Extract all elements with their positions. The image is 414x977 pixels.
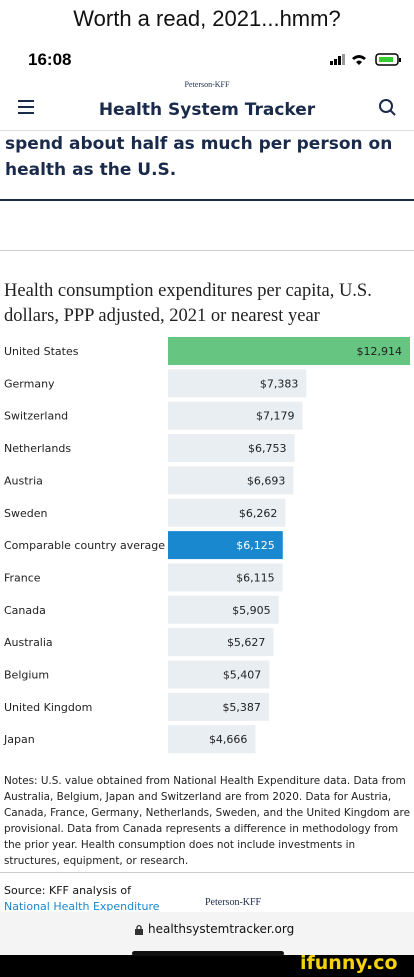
category-label: Netherlands xyxy=(4,442,71,455)
divider xyxy=(0,872,414,873)
source-link[interactable]: National Health Expenditure xyxy=(4,900,160,911)
bar xyxy=(168,466,294,495)
url[interactable]: healthsystemtracker.org xyxy=(148,922,295,936)
value-label: $6,753 xyxy=(248,442,287,455)
bar xyxy=(168,498,286,527)
divider xyxy=(0,130,414,131)
category-label: France xyxy=(4,571,41,584)
status-time: 16:08 xyxy=(28,50,72,69)
value-label: $4,666 xyxy=(209,733,248,746)
value-label: $7,383 xyxy=(260,377,299,390)
chart-title: Health consumption expenditures per capi… xyxy=(4,281,372,326)
source-label: Source: KFF analysis of xyxy=(4,884,131,897)
bar xyxy=(168,337,410,365)
chart: United States $12,914 Germany $7,383 Switzer… xyxy=(3,337,410,754)
value-label: $6,125 xyxy=(236,539,275,552)
menu-button[interactable] xyxy=(18,98,38,116)
value-label: $6,693 xyxy=(247,474,286,487)
home-indicator xyxy=(132,951,284,956)
site-title[interactable]: Health System Tracker xyxy=(98,100,316,120)
value-label: $7,179 xyxy=(256,410,295,423)
value-label: $6,115 xyxy=(236,571,275,584)
bar xyxy=(168,434,295,463)
browser-bar xyxy=(0,912,414,955)
category-label: Japan xyxy=(3,733,35,746)
category-label: Austria xyxy=(4,474,43,487)
search-button[interactable] xyxy=(378,98,398,118)
category-label: Switzerland xyxy=(4,410,68,423)
value-label: $12,914 xyxy=(357,345,403,358)
bar xyxy=(168,725,256,754)
value-label: $5,905 xyxy=(232,604,271,617)
value-label: $5,387 xyxy=(222,701,261,714)
category-label: Canada xyxy=(4,604,46,617)
category-label: United States xyxy=(4,345,79,358)
bar xyxy=(168,563,283,592)
bar xyxy=(168,531,283,560)
footer-bar xyxy=(0,955,414,977)
status-icons xyxy=(330,53,401,66)
category-label: Australia xyxy=(4,636,53,649)
bar xyxy=(168,401,303,430)
category-label: United Kingdom xyxy=(4,701,92,714)
bar xyxy=(168,692,269,721)
notes: Notes: U.S. value obtained from National… xyxy=(4,775,410,867)
source-logo: Peterson-KFF xyxy=(205,897,262,908)
category-label: Germany xyxy=(4,377,55,390)
watermark: ifunny.co xyxy=(300,952,398,974)
value-label: $6,262 xyxy=(239,507,278,520)
bar xyxy=(168,628,274,657)
caption: Worth a read, 2021...hmm? xyxy=(73,6,341,31)
divider xyxy=(0,250,414,251)
brand: Peterson-KFF xyxy=(184,80,230,89)
category-label: Comparable country average xyxy=(4,539,165,552)
bar xyxy=(168,660,270,689)
headline: spend about half as much per person on h… xyxy=(5,134,393,180)
rule xyxy=(0,199,414,201)
bar xyxy=(168,595,279,624)
category-label: Sweden xyxy=(4,507,47,520)
value-label: $5,407 xyxy=(223,669,262,682)
value-label: $5,627 xyxy=(227,636,266,649)
bar xyxy=(168,369,307,398)
category-label: Belgium xyxy=(4,669,49,682)
lock-icon xyxy=(135,924,143,935)
